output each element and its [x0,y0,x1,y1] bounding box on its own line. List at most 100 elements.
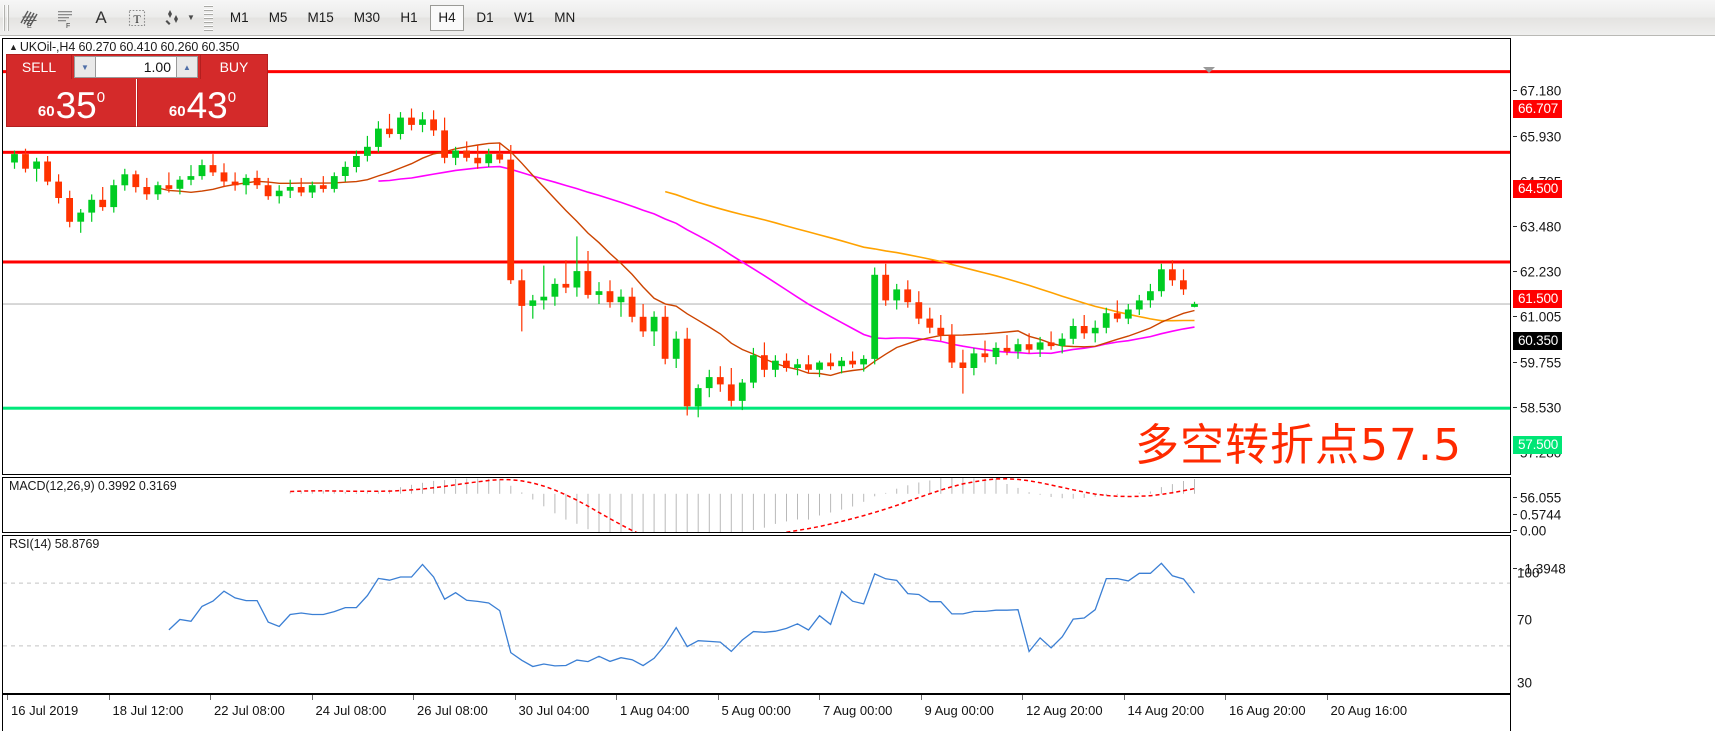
macd-series [289,478,1195,532]
toolbar-separator [203,4,213,31]
symbol-ohlc-label: ▲ UKOil-,H4 60.270 60.410 60.260 60.350 [7,40,242,54]
time-tick-mark [920,695,922,700]
price-pane[interactable]: ▲ UKOil-,H4 60.270 60.410 60.260 60.350 [2,38,1511,475]
tick-mark [1513,497,1517,499]
time-tick-mark [1022,695,1023,700]
time-tick-mark [1326,695,1328,700]
toolbar-drag-handle[interactable] [3,4,11,31]
time-tick-mark [108,695,110,700]
rsi-tick-label: 70 [1517,612,1533,628]
sell-price-main: 35 [55,85,97,126]
timeframe-m30[interactable]: M30 [353,10,380,25]
time-tick-mark [210,695,211,700]
price-level-tag[interactable]: 64.500 [1513,180,1563,199]
price-tick-label: 61.005 [1520,309,1562,325]
timeframe-mn[interactable]: MN [554,10,576,25]
rsi-series [3,562,1510,668]
time-tick-label: 9 Aug 00:00 [924,703,994,718]
price-tick-label: 56.055 [1520,490,1562,506]
chart-toolbar: E F A T [0,0,1715,36]
timeframe-group: M1 M5 M15 M30 H1 H4 D1 W1 MN [220,4,585,31]
price-tick-label: 58.530 [1520,400,1562,416]
volume-stepper[interactable]: ▼ 1.00 ▲ [72,54,200,79]
time-tick-mark [1225,695,1226,700]
tick-mark [1513,514,1517,515]
macd-scale[interactable]: 0.5744 0.00 -1.3948 [1513,508,1715,577]
time-tick-label: 22 Jul 08:00 [214,703,285,718]
time-tick-label: 20 Aug 16:00 [1330,703,1408,718]
price-level-tag[interactable]: 60.350 [1513,332,1563,351]
timeframe-m1[interactable]: M1 [229,10,249,25]
time-tick-label: 18 Jul 12:00 [112,703,184,718]
time-tick-mark [514,695,516,700]
timeframe-w1[interactable]: W1 [513,10,535,25]
tick-mark [1513,136,1517,138]
svg-text:E: E [27,23,32,30]
rsi-pane[interactable]: RSI(14) 58.8769 [2,535,1511,694]
volume-input[interactable]: 1.00 [96,56,176,78]
scroll-caret-icon[interactable] [1203,67,1215,73]
price-tick-label: 62.230 [1520,264,1562,280]
price-tick-label: 63.480 [1520,219,1562,235]
time-tick-mark [616,695,617,700]
volume-increase-button[interactable]: ▲ [176,56,198,78]
sell-price-display[interactable]: 60 35 0 [6,79,137,127]
tick-mark [1513,406,1517,408]
timeframe-h4[interactable]: H4 [429,4,464,31]
time-tick-mark [7,695,8,700]
time-tick-label: 16 Aug 20:00 [1229,703,1306,718]
text-icon[interactable]: A [95,7,107,27]
oct-price-row: 60 35 0 60 43 0 [6,79,268,127]
rsi-label: RSI(14) 58.8769 [7,537,102,551]
rsi-scale[interactable]: 100 70 30 [1513,566,1715,731]
price-scale[interactable]: 67.18065.93064.70563.48062.23061.00559.7… [1513,74,1715,513]
one-click-trading-panel[interactable]: SELL ▼ 1.00 ▲ BUY 60 35 0 60 43 0 [6,54,268,127]
templates-icon[interactable]: F [48,3,82,33]
time-tick-label: 1 Aug 04:00 [620,703,690,718]
macd-tick-label: 0.5744 [1520,507,1562,523]
chart-area[interactable]: ▲ UKOil-,H4 60.270 60.410 60.260 60.350 M… [0,36,1715,731]
rsi-tick-label: 30 [1517,675,1533,691]
buy-button[interactable]: BUY [200,54,268,79]
time-tick-label: 7 Aug 00:00 [823,703,893,718]
macd-pane[interactable]: MACD(12,26,9) 0.3992 0.3169 [2,477,1511,533]
tick-mark [1513,361,1517,363]
sell-price-prefix: 60 [37,103,55,120]
timeframe-d1[interactable]: D1 [476,10,494,25]
price-series [3,70,1510,418]
price-level-tag[interactable]: 61.500 [1513,289,1563,308]
tick-mark [1513,529,1517,531]
time-tick-mark [819,695,820,700]
macd-tick-label: -1.3948 [1520,561,1566,577]
timeframe-h1[interactable]: H1 [400,10,418,25]
tick-mark [1513,271,1517,273]
sell-button[interactable]: SELL [6,54,72,79]
chart-annotation-text: 多空转折点57.5 [1135,420,1462,472]
timeframe-m15[interactable]: M15 [307,10,334,25]
timeframe-m5[interactable]: M5 [268,10,288,25]
symbol-arrow-icon: ▲ [9,42,18,52]
time-tick-label: 30 Jul 04:00 [518,703,590,718]
volume-decrease-button[interactable]: ▼ [74,56,96,78]
time-tick-mark [311,695,313,700]
time-axis[interactable]: 16 Jul 2019 18 Jul 12:00 22 Jul 08:00 24 Ju… [2,694,1511,731]
time-tick-mark [413,695,414,700]
objects-icon[interactable] [156,3,190,33]
tick-mark [1513,568,1517,569]
tick-mark [1513,225,1517,227]
indicators-icon[interactable]: E [12,3,46,33]
text-label-icon[interactable]: T [120,3,154,33]
time-tick-label: 5 Aug 00:00 [721,703,791,718]
time-tick-mark [1123,695,1125,700]
buy-price-display[interactable]: 60 43 0 [137,79,268,127]
time-tick-mark [717,695,719,700]
price-level-tag[interactable]: 57.500 [1513,436,1563,455]
sell-price-point: 0 [96,89,106,106]
time-tick-label: 14 Aug 20:00 [1127,703,1205,718]
time-tick-label: 12 Aug 20:00 [1026,703,1103,718]
price-tick-label: 67.180 [1520,83,1562,99]
rsi-tick-label: 100 [1517,565,1540,581]
price-level-tag[interactable]: 66.707 [1513,99,1563,118]
chevron-down-icon[interactable]: ▼ [187,13,195,22]
